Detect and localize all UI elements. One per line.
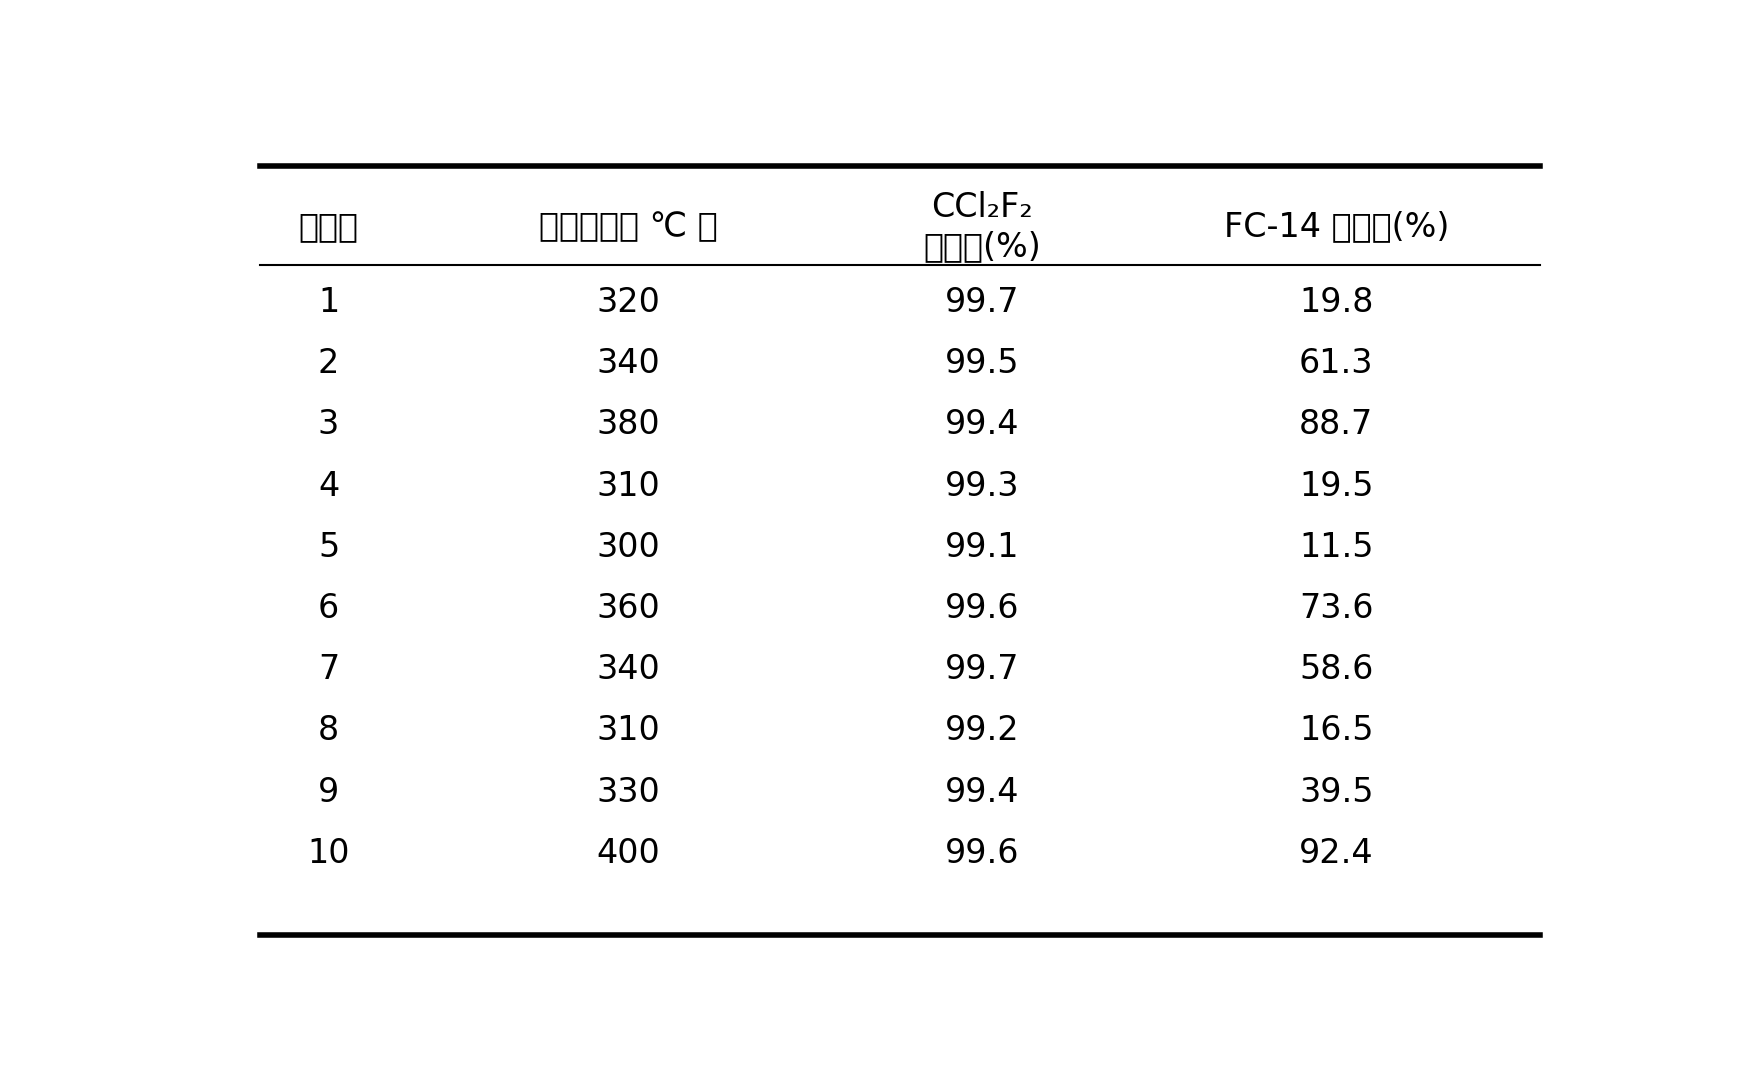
Text: 5: 5 bbox=[318, 531, 339, 564]
Text: 360: 360 bbox=[596, 592, 661, 625]
Text: 330: 330 bbox=[596, 775, 661, 809]
Text: 310: 310 bbox=[596, 469, 661, 503]
Text: 92.4: 92.4 bbox=[1298, 837, 1374, 870]
Text: 400: 400 bbox=[596, 837, 661, 870]
Text: 3: 3 bbox=[318, 408, 339, 441]
Text: 99.7: 99.7 bbox=[945, 286, 1019, 319]
Text: 99.4: 99.4 bbox=[945, 775, 1019, 809]
Text: 310: 310 bbox=[596, 714, 661, 748]
Text: 99.6: 99.6 bbox=[945, 592, 1019, 625]
Text: 11.5: 11.5 bbox=[1298, 531, 1374, 564]
Text: 99.6: 99.6 bbox=[945, 837, 1019, 870]
Text: 反应温度（ ℃ ）: 反应温度（ ℃ ） bbox=[539, 211, 717, 244]
Text: 39.5: 39.5 bbox=[1298, 775, 1374, 809]
Text: 6: 6 bbox=[318, 592, 339, 625]
Text: 8: 8 bbox=[318, 714, 339, 748]
Text: 实施例: 实施例 bbox=[299, 211, 358, 244]
Text: 340: 340 bbox=[596, 653, 661, 686]
Text: 19.8: 19.8 bbox=[1298, 286, 1374, 319]
Text: 99.5: 99.5 bbox=[945, 347, 1019, 380]
Text: 16.5: 16.5 bbox=[1298, 714, 1374, 748]
Text: 340: 340 bbox=[596, 347, 661, 380]
Text: 58.6: 58.6 bbox=[1298, 653, 1374, 686]
Text: 9: 9 bbox=[318, 775, 339, 809]
Text: 300: 300 bbox=[596, 531, 661, 564]
Text: 61.3: 61.3 bbox=[1298, 347, 1374, 380]
Text: 99.1: 99.1 bbox=[945, 531, 1019, 564]
Text: 99.4: 99.4 bbox=[945, 408, 1019, 441]
Text: 10: 10 bbox=[307, 837, 350, 870]
Text: 4: 4 bbox=[318, 469, 339, 503]
Text: 2: 2 bbox=[318, 347, 339, 380]
Text: 19.5: 19.5 bbox=[1298, 469, 1374, 503]
Text: FC-14 选择性(%): FC-14 选择性(%) bbox=[1223, 211, 1450, 244]
Text: 转化率(%): 转化率(%) bbox=[922, 230, 1042, 263]
Text: 73.6: 73.6 bbox=[1298, 592, 1374, 625]
Text: 99.2: 99.2 bbox=[945, 714, 1019, 748]
Text: CCl₂F₂: CCl₂F₂ bbox=[931, 191, 1033, 224]
Text: 99.3: 99.3 bbox=[945, 469, 1019, 503]
Text: 380: 380 bbox=[596, 408, 661, 441]
Text: 88.7: 88.7 bbox=[1298, 408, 1374, 441]
Text: 7: 7 bbox=[318, 653, 339, 686]
Text: 99.7: 99.7 bbox=[945, 653, 1019, 686]
Text: 320: 320 bbox=[596, 286, 661, 319]
Text: 1: 1 bbox=[318, 286, 339, 319]
